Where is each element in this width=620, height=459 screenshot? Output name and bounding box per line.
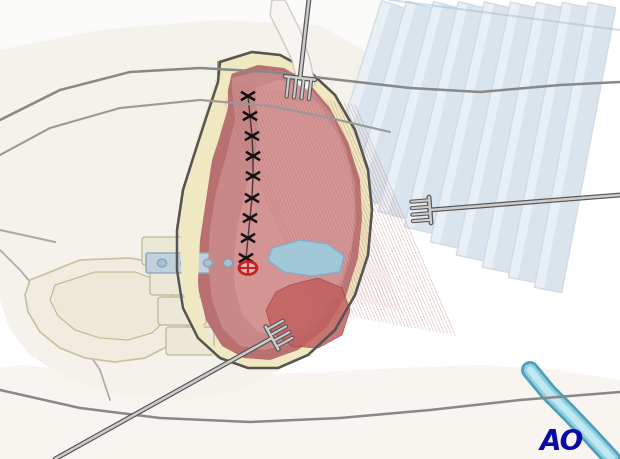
FancyBboxPatch shape bbox=[142, 237, 190, 265]
Polygon shape bbox=[414, 4, 485, 233]
Polygon shape bbox=[208, 70, 356, 350]
Polygon shape bbox=[352, 1, 433, 204]
Polygon shape bbox=[378, 1, 461, 218]
Polygon shape bbox=[196, 65, 362, 360]
Polygon shape bbox=[270, 0, 315, 90]
Polygon shape bbox=[0, 0, 380, 240]
Polygon shape bbox=[266, 278, 350, 348]
Polygon shape bbox=[388, 4, 461, 218]
Ellipse shape bbox=[223, 259, 232, 267]
Polygon shape bbox=[544, 4, 616, 292]
Ellipse shape bbox=[239, 262, 257, 274]
Polygon shape bbox=[430, 2, 512, 248]
Polygon shape bbox=[508, 2, 590, 283]
FancyBboxPatch shape bbox=[166, 327, 214, 355]
Ellipse shape bbox=[203, 259, 213, 267]
Polygon shape bbox=[492, 4, 564, 273]
FancyBboxPatch shape bbox=[158, 297, 206, 325]
Polygon shape bbox=[440, 4, 512, 248]
Ellipse shape bbox=[180, 259, 190, 267]
Text: AO: AO bbox=[540, 428, 584, 456]
Polygon shape bbox=[0, 20, 380, 400]
FancyBboxPatch shape bbox=[146, 253, 245, 273]
Polygon shape bbox=[336, 4, 409, 184]
Polygon shape bbox=[50, 272, 174, 340]
Polygon shape bbox=[327, 1, 409, 184]
Polygon shape bbox=[404, 2, 485, 233]
Ellipse shape bbox=[157, 259, 167, 267]
Polygon shape bbox=[534, 2, 616, 292]
Polygon shape bbox=[482, 2, 564, 273]
Polygon shape bbox=[177, 52, 372, 368]
Polygon shape bbox=[466, 4, 538, 261]
Polygon shape bbox=[180, 68, 232, 360]
FancyBboxPatch shape bbox=[150, 267, 198, 295]
Polygon shape bbox=[361, 4, 433, 204]
Polygon shape bbox=[268, 240, 344, 276]
Polygon shape bbox=[25, 258, 195, 362]
Polygon shape bbox=[234, 80, 355, 336]
Polygon shape bbox=[0, 365, 620, 459]
Polygon shape bbox=[518, 4, 590, 283]
Polygon shape bbox=[456, 2, 538, 261]
